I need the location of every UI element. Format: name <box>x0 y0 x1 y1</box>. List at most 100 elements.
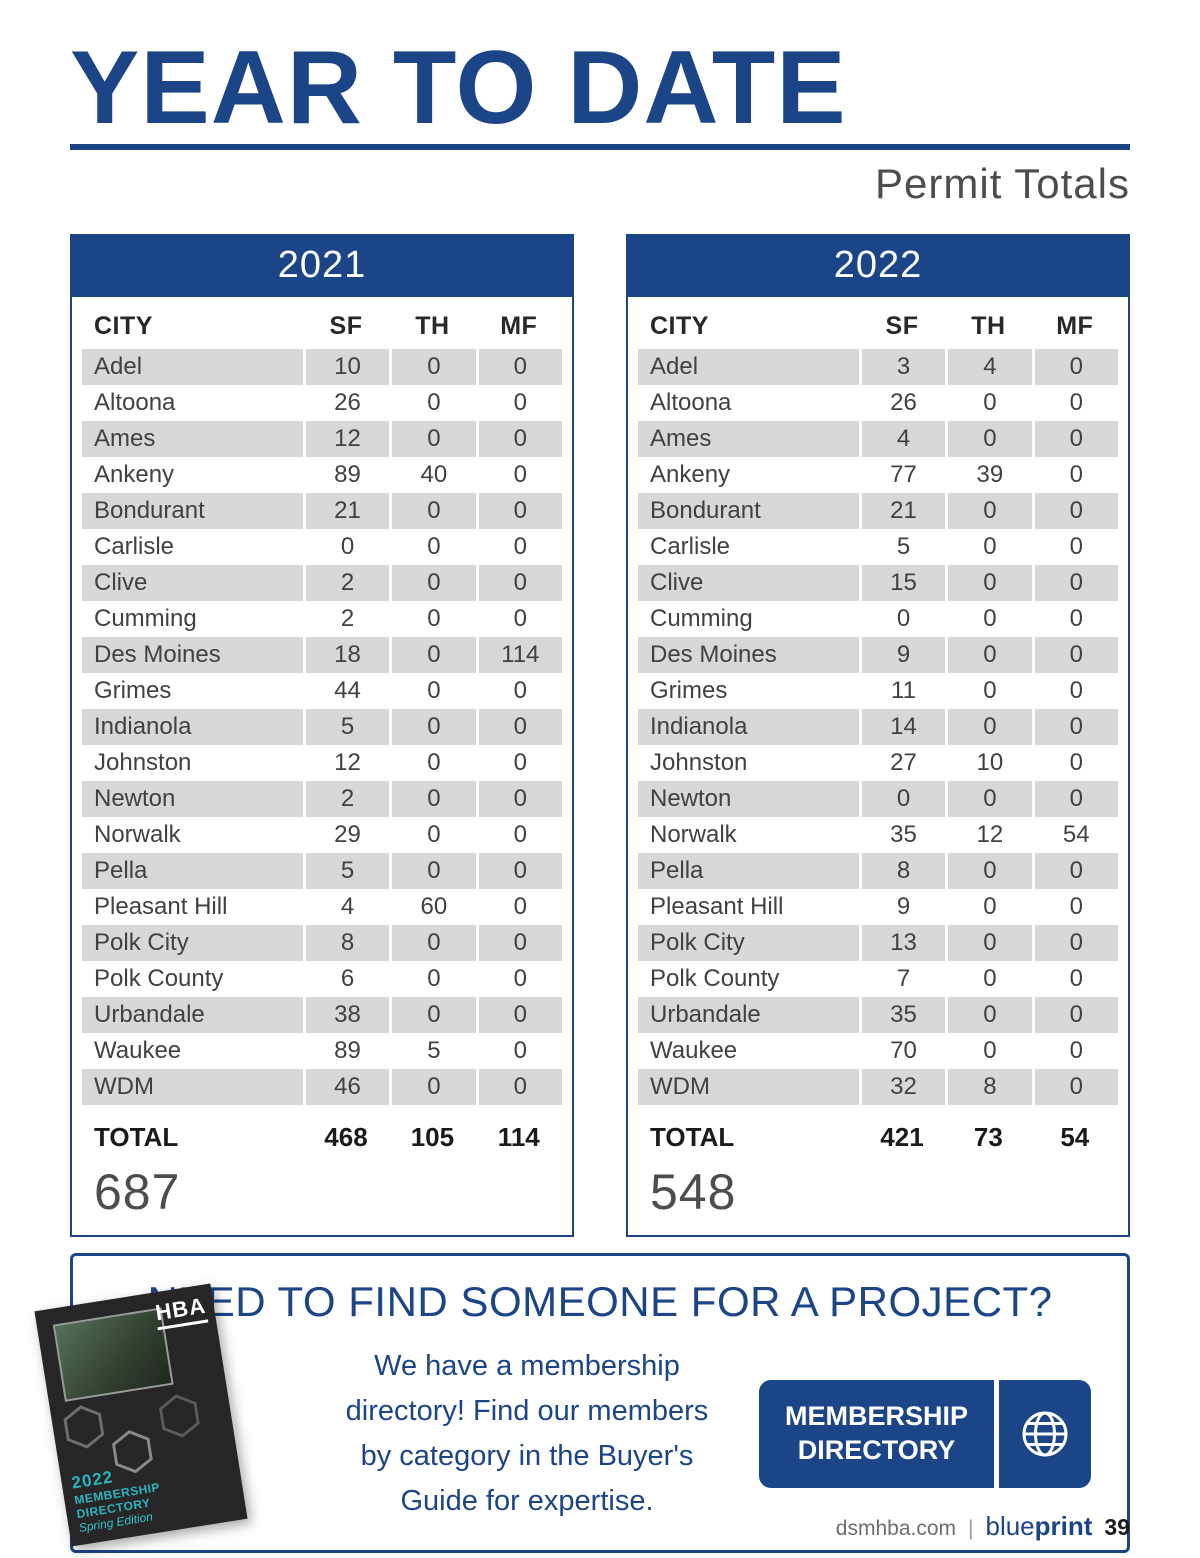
cell-value: 12 <box>945 817 1031 853</box>
cell-value: 2 <box>302 781 389 817</box>
promo-headline: NEED TO FIND SOMEONE FOR A PROJECT? <box>147 1278 1053 1325</box>
promo-box: NEED TO FIND SOMEONE FOR A PROJECT? We h… <box>70 1253 1130 1553</box>
cell-city: Des Moines <box>94 641 221 668</box>
table-row: WDM 32 8 0 <box>638 1069 1118 1105</box>
table-row: Cumming 0 0 0 <box>638 601 1118 637</box>
cell-city: Adel <box>94 353 143 380</box>
cell-value: 0 <box>389 1069 475 1105</box>
table-row: Urbandale 35 0 0 <box>638 997 1118 1033</box>
cell-value: 12 <box>302 421 389 457</box>
cell-value: 0 <box>389 601 475 637</box>
cell-value: 0 <box>389 529 475 565</box>
cell-city: Indianola <box>94 713 192 740</box>
table-row: Polk City 8 0 0 <box>82 925 562 961</box>
column-header: SF <box>885 311 919 340</box>
table-row: Polk County 7 0 0 <box>638 961 1118 997</box>
cell-value: 0 <box>389 925 475 961</box>
cell-value: 0 <box>945 997 1031 1033</box>
cell-value: 0 <box>389 421 475 457</box>
cell-value: 0 <box>389 781 475 817</box>
cell-city: Altoona <box>650 389 732 416</box>
cell-value: 0 <box>945 637 1031 673</box>
grand-total: 548 <box>650 1164 737 1220</box>
cell-value: 0 <box>475 817 562 853</box>
promo-body-line: We have a membership <box>374 1350 680 1382</box>
cell-value: 0 <box>389 997 475 1033</box>
table-body: CITY SF TH MF Adel 10 0 0 Altoona 26 0 0 Ames 12 0 0 Ank… <box>72 297 572 1235</box>
cell-value: 0 <box>1031 889 1118 925</box>
table-row: Grimes 11 0 0 <box>638 673 1118 709</box>
cell-city: Polk County <box>650 965 780 992</box>
table-row: Adel 10 0 0 <box>82 349 562 385</box>
cell-city: Urbandale <box>94 1001 205 1028</box>
cell-value: 89 <box>302 457 389 493</box>
membership-directory-button[interactable]: MEMBERSHIP DIRECTORY <box>758 1380 1091 1488</box>
cell-value: 114 <box>475 637 562 673</box>
cell-value: 0 <box>1031 385 1118 421</box>
year-table-2021: 2021 CITY SF TH MF Adel 10 0 0 Altoona 26 0 0 Ames 12 0… <box>70 234 574 1237</box>
cell-city: Johnston <box>94 749 192 776</box>
cell-value: 0 <box>475 709 562 745</box>
table-row: Polk City 13 0 0 <box>638 925 1118 961</box>
cell-value: 0 <box>389 493 475 529</box>
cell-city: Carlisle <box>94 533 175 560</box>
cell-value: 6 <box>302 961 389 997</box>
page-number: 39 <box>1104 1514 1130 1540</box>
blueprint-logo: blueprint <box>985 1511 1092 1542</box>
cell-city: Urbandale <box>650 1001 761 1028</box>
cell-value: 0 <box>945 421 1031 457</box>
cell-value: 0 <box>389 637 475 673</box>
cell-value: 15 <box>858 565 945 601</box>
footer-separator: | <box>968 1517 974 1540</box>
column-header: MF <box>1056 311 1094 340</box>
cell-value: 0 <box>1031 457 1118 493</box>
cell-city: Grimes <box>94 677 172 704</box>
cell-value: 4 <box>945 349 1031 385</box>
cell-value: 0 <box>1031 673 1118 709</box>
cell-value: 44 <box>302 673 389 709</box>
cell-value: 8 <box>858 853 945 889</box>
cell-city: Indianola <box>650 713 748 740</box>
cell-value: 46 <box>302 1069 389 1105</box>
total-value: 468 <box>324 1121 368 1152</box>
cell-value: 0 <box>389 709 475 745</box>
cell-value: 5 <box>302 709 389 745</box>
cell-city: Ankeny <box>650 461 731 488</box>
cell-city: Polk County <box>94 965 224 992</box>
cell-value: 13 <box>858 925 945 961</box>
cell-city: Ames <box>650 425 712 452</box>
cell-value: 70 <box>858 1033 945 1069</box>
cell-value: 7 <box>858 961 945 997</box>
year-table-2022: 2022 CITY SF TH MF Adel 3 4 0 Altoona 26 0 0 Ames 4 0 0 A… <box>626 234 1130 1237</box>
table-row: Des Moines 18 0 114 <box>82 637 562 673</box>
cell-city: Pella <box>94 857 148 884</box>
cell-value: 0 <box>1031 493 1118 529</box>
table-row: Bondurant 21 0 0 <box>82 493 562 529</box>
table-row: Indianola 5 0 0 <box>82 709 562 745</box>
cell-value: 26 <box>302 385 389 421</box>
table-row: Johnston 12 0 0 <box>82 745 562 781</box>
cell-value: 10 <box>945 745 1031 781</box>
cell-value: 0 <box>945 385 1031 421</box>
cell-value: 14 <box>858 709 945 745</box>
cell-city: Clive <box>650 569 704 596</box>
table-row: Pleasant Hill 9 0 0 <box>638 889 1118 925</box>
cell-value: 8 <box>302 925 389 961</box>
cell-value: 0 <box>475 529 562 565</box>
cell-city: Newton <box>94 785 176 812</box>
cell-value: 18 <box>302 637 389 673</box>
cell-value: 0 <box>858 601 945 637</box>
cell-value: 0 <box>945 781 1031 817</box>
table-row: Ankeny 89 40 0 <box>82 457 562 493</box>
total-row: TOTAL 421 73 54 <box>638 1115 1118 1159</box>
cell-value: 77 <box>858 457 945 493</box>
cell-value: 0 <box>1031 709 1118 745</box>
cell-city: Polk City <box>650 929 745 956</box>
permit-tables: 2021 CITY SF TH MF Adel 10 0 0 Altoona 26 0 0 Ames 12 0… <box>70 234 1130 1237</box>
table-row: Newton 2 0 0 <box>82 781 562 817</box>
cell-city: Des Moines <box>650 641 777 668</box>
cell-value: 5 <box>302 853 389 889</box>
cell-value: 0 <box>1031 781 1118 817</box>
page-title: YEAR TO DATE <box>70 30 847 146</box>
cell-value: 0 <box>1031 637 1118 673</box>
